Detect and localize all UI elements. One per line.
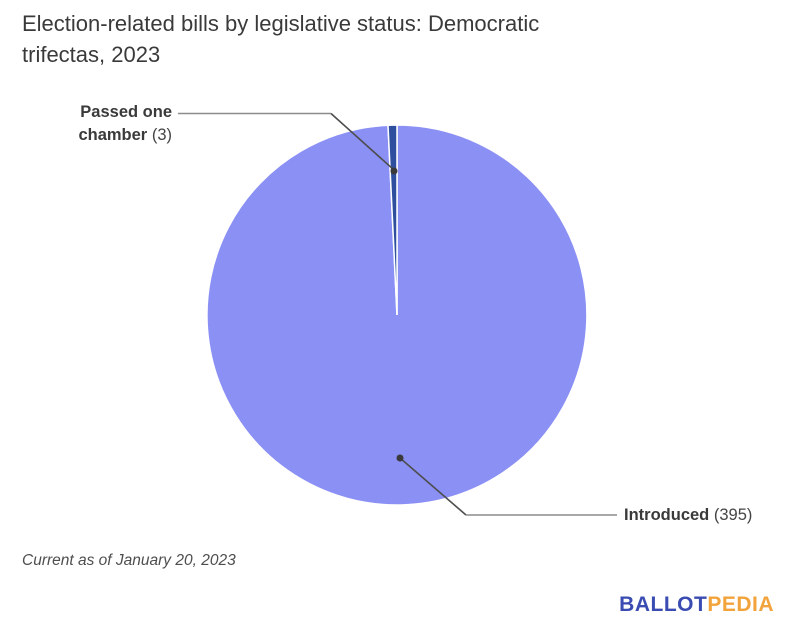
chart-title-line2: trifectas, 2023	[22, 42, 161, 67]
logo-ballot-text: BALLOT	[619, 593, 708, 616]
introduced-label-count: (395)	[713, 506, 753, 524]
callout-dot-introduced	[396, 454, 404, 462]
ballotpedia-logo: BALLOTPEDIA	[619, 593, 774, 617]
leader-line-introduced-diagonal	[399, 457, 467, 516]
logo-pedia-text: PEDIA	[707, 593, 774, 616]
callout-introduced	[396, 454, 617, 516]
introduced-label-name: Introduced	[624, 506, 710, 524]
passed-label-line2: chamber	[78, 126, 148, 144]
slice-label-passed-one-chamber: Passed one chamber (3)	[78, 101, 172, 147]
slice-label-introduced: Introduced (395)	[624, 504, 752, 527]
passed-label-count: (3)	[151, 126, 172, 144]
current-as-of-note: Current as of January 20, 2023	[22, 552, 236, 569]
chart-title: Election-related bills by legislative st…	[22, 8, 539, 70]
pie-chart	[206, 124, 588, 506]
passed-label-line1: Passed one	[80, 103, 172, 121]
callout-dot-passed	[390, 167, 398, 175]
chart-title-line1: Election-related bills by legislative st…	[22, 11, 540, 36]
callout-passed	[178, 112, 398, 175]
leader-line-passed-diagonal	[330, 112, 395, 171]
